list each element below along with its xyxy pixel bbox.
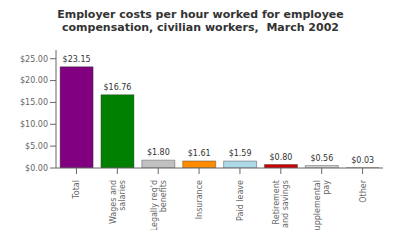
svg-text:$16.76: $16.76 [103,83,131,92]
svg-text:$23.15: $23.15 [63,55,91,64]
svg-text:$1.80: $1.80 [147,148,170,157]
svg-text:$10.00: $10.00 [20,120,48,129]
svg-text:$1.59: $1.59 [229,149,252,158]
svg-text:Other: Other [359,179,368,202]
svg-text:$0.00: $0.00 [25,164,48,173]
svg-text:Total: Total [72,180,81,200]
svg-text:$0.56: $0.56 [310,154,333,163]
svg-text:$5.00: $5.00 [25,142,48,151]
svg-text:Insurance: Insurance [195,180,204,219]
svg-text:Legally req'dbenefits: Legally req'dbenefits [150,180,168,230]
svg-text:$15.00: $15.00 [20,98,48,107]
svg-text:$0.80: $0.80 [270,153,293,162]
svg-text:$1.61: $1.61 [188,149,211,158]
svg-text:$0.03: $0.03 [351,156,374,165]
svg-text:$20.00: $20.00 [20,76,48,85]
svg-text:$25.00: $25.00 [20,55,48,64]
svg-text:Paid leave: Paid leave [236,180,245,221]
svg-text:Wages andsalaries: Wages andsalaries [109,180,127,224]
html-text:Employer costs per hour worked: Employer costs per hour worked for emplo… [57,8,344,34]
svg-text:Supplementalpay: Supplementalpay [313,180,331,230]
svg-text:Retirementand savings: Retirementand savings [272,180,290,228]
